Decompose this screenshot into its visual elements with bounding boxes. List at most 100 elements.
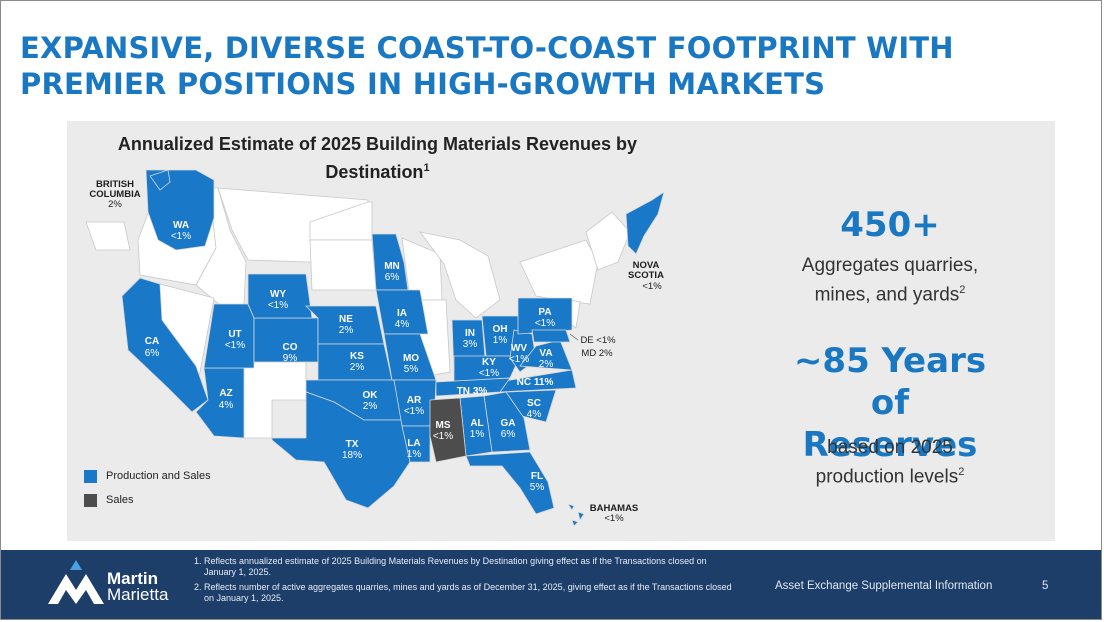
state-sd bbox=[309, 239, 377, 291]
footnote-2: Reflects number of active aggregates qua… bbox=[204, 582, 734, 604]
svg-text:<1%: <1% bbox=[642, 281, 662, 292]
production-states bbox=[121, 169, 665, 527]
svg-text:SCOTIA: SCOTIA bbox=[628, 270, 664, 281]
martin-marietta-logo-icon bbox=[48, 560, 104, 604]
label-ok-value: 2% bbox=[363, 401, 378, 412]
svg-text:WA: WA bbox=[173, 220, 189, 231]
footnote-1: Reflects annualized estimate of 2025 Bui… bbox=[204, 556, 734, 578]
svg-text:NOVA: NOVA bbox=[633, 260, 660, 271]
svg-text:UT: UT bbox=[228, 329, 241, 340]
label-fl-value: 5% bbox=[530, 482, 545, 493]
label-ok-code: OK bbox=[363, 390, 379, 401]
other-states bbox=[85, 187, 631, 439]
label-ia-value: 4% bbox=[395, 319, 410, 330]
label-va-value: 2% bbox=[539, 359, 554, 370]
label-al-value: 1% bbox=[470, 429, 485, 440]
label-pa-code: PA bbox=[538, 307, 551, 318]
label-ks-code: KS bbox=[350, 351, 364, 362]
label-ar-value: <1% bbox=[404, 406, 424, 417]
label-al-code: AL bbox=[470, 418, 483, 429]
state-ca bbox=[121, 277, 209, 413]
state-mn bbox=[371, 233, 409, 291]
label-wv-code: WV bbox=[511, 343, 527, 354]
label-ga-value: 6% bbox=[501, 429, 516, 440]
label-oh-value: 1% bbox=[493, 335, 508, 346]
bc-name-2: COLUMBIA bbox=[89, 189, 140, 200]
reserves-label-line-1: based on 2025 bbox=[827, 437, 953, 458]
svg-text:CA: CA bbox=[145, 336, 159, 347]
svg-text:MO: MO bbox=[403, 353, 419, 364]
svg-text:KY: KY bbox=[482, 357, 496, 368]
state-ia bbox=[375, 289, 429, 335]
ns-value: <1% bbox=[642, 281, 662, 292]
state-ak-bc-area bbox=[85, 221, 131, 251]
svg-text:MS: MS bbox=[436, 420, 451, 431]
svg-text:BRITISH: BRITISH bbox=[96, 179, 134, 190]
label-ga-code: GA bbox=[501, 418, 516, 429]
svg-text:3%: 3% bbox=[463, 339, 478, 350]
svg-text:MN: MN bbox=[384, 261, 400, 272]
label-wv-value: <1% bbox=[509, 354, 529, 365]
svg-text:<1%: <1% bbox=[479, 368, 499, 379]
svg-text:4%: 4% bbox=[219, 400, 234, 411]
reserves-label-line-2: production levels2 bbox=[770, 460, 1010, 489]
label-tx-code: TX bbox=[346, 439, 359, 450]
label-az-code: AZ bbox=[219, 388, 232, 399]
svg-text:PA: PA bbox=[538, 307, 551, 318]
svg-text:IN: IN bbox=[465, 328, 475, 339]
reserves-label: based on 2025 production levels2 bbox=[770, 436, 1010, 489]
british-columbia-shape bbox=[149, 169, 171, 191]
svg-text:TX: TX bbox=[346, 439, 359, 450]
label-ca-value: 6% bbox=[145, 348, 160, 359]
label-in-code: IN bbox=[465, 328, 475, 339]
state-labels: WA <1% CA 6% AZ 4% UT <1% CO 9% WY <1% N… bbox=[145, 220, 555, 493]
svg-text:2%: 2% bbox=[339, 325, 354, 336]
svg-text:4%: 4% bbox=[527, 409, 542, 420]
svg-text:CO: CO bbox=[283, 342, 298, 353]
state-mi bbox=[419, 231, 501, 319]
reserves-footnote: 2 bbox=[958, 466, 965, 478]
label-pa-value: <1% bbox=[535, 318, 555, 329]
quarries-label-line-1: Aggregates quarries, bbox=[801, 255, 979, 276]
label-va-code: VA bbox=[539, 348, 552, 359]
svg-text:<1%: <1% bbox=[171, 231, 191, 242]
svg-text:9%: 9% bbox=[283, 353, 298, 364]
label-wy-code: WY bbox=[270, 289, 286, 300]
svg-text:AR: AR bbox=[407, 395, 422, 406]
reserves-stat-line-1: ~85 Years of bbox=[793, 341, 987, 423]
bahamas-name: BAHAMAS bbox=[590, 503, 639, 514]
label-ms-code: MS bbox=[436, 420, 451, 431]
footer-bar bbox=[1, 550, 1101, 619]
label-ks-value: 2% bbox=[350, 362, 365, 373]
legend-label-sales: Sales bbox=[106, 494, 134, 506]
legend-item-production: Production and Sales bbox=[84, 464, 211, 488]
svg-text:6%: 6% bbox=[385, 272, 400, 283]
quarries-footnote: 2 bbox=[959, 284, 966, 296]
reserves-label-text: production levels bbox=[815, 466, 959, 488]
label-co-value: 9% bbox=[283, 353, 298, 364]
svg-text:5%: 5% bbox=[404, 364, 419, 375]
slide-title: EXPANSIVE, DIVERSE COAST-TO-COAST FOOTPR… bbox=[20, 31, 954, 101]
svg-text:AL: AL bbox=[470, 418, 483, 429]
label-wy-value: <1% bbox=[268, 300, 288, 311]
legend-swatch-sales bbox=[84, 493, 97, 507]
label-ne-value: 2% bbox=[339, 325, 354, 336]
label-mo-code: MO bbox=[403, 353, 419, 364]
svg-text:<1%: <1% bbox=[433, 431, 453, 442]
state-tn bbox=[435, 377, 511, 397]
ns-name-2: SCOTIA bbox=[628, 270, 664, 281]
page-number: 5 bbox=[1042, 580, 1049, 592]
label-fl-code: FL bbox=[531, 471, 543, 482]
bahamas-value: <1% bbox=[604, 513, 624, 524]
svg-text:<1%: <1% bbox=[509, 354, 529, 365]
svg-text:TN 3%: TN 3% bbox=[457, 386, 488, 397]
de-md-leader bbox=[569, 333, 579, 341]
label-ia-code: IA bbox=[397, 308, 407, 319]
svg-text:OK: OK bbox=[363, 390, 379, 401]
state-wy bbox=[247, 273, 313, 319]
svg-text:NC 11%: NC 11% bbox=[517, 377, 554, 388]
svg-text:<1%: <1% bbox=[535, 318, 555, 329]
svg-text:<1%: <1% bbox=[604, 513, 624, 524]
label-mn-value: 6% bbox=[385, 272, 400, 283]
legend-label-production: Production and Sales bbox=[106, 470, 211, 482]
